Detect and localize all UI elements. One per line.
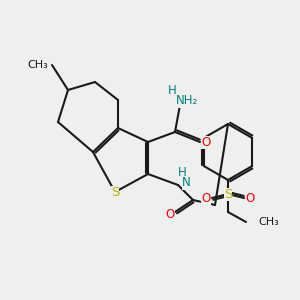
Text: CH₃: CH₃ — [258, 217, 279, 227]
Text: O: O — [165, 208, 175, 220]
Text: O: O — [201, 191, 211, 205]
Text: N: N — [182, 176, 191, 190]
Text: S: S — [224, 188, 232, 200]
Text: H: H — [178, 167, 186, 179]
Text: H: H — [168, 85, 176, 98]
Text: NH₂: NH₂ — [176, 94, 198, 107]
Text: S: S — [111, 185, 119, 199]
Text: O: O — [201, 136, 211, 148]
Text: CH₃: CH₃ — [27, 60, 48, 70]
Text: O: O — [245, 191, 255, 205]
